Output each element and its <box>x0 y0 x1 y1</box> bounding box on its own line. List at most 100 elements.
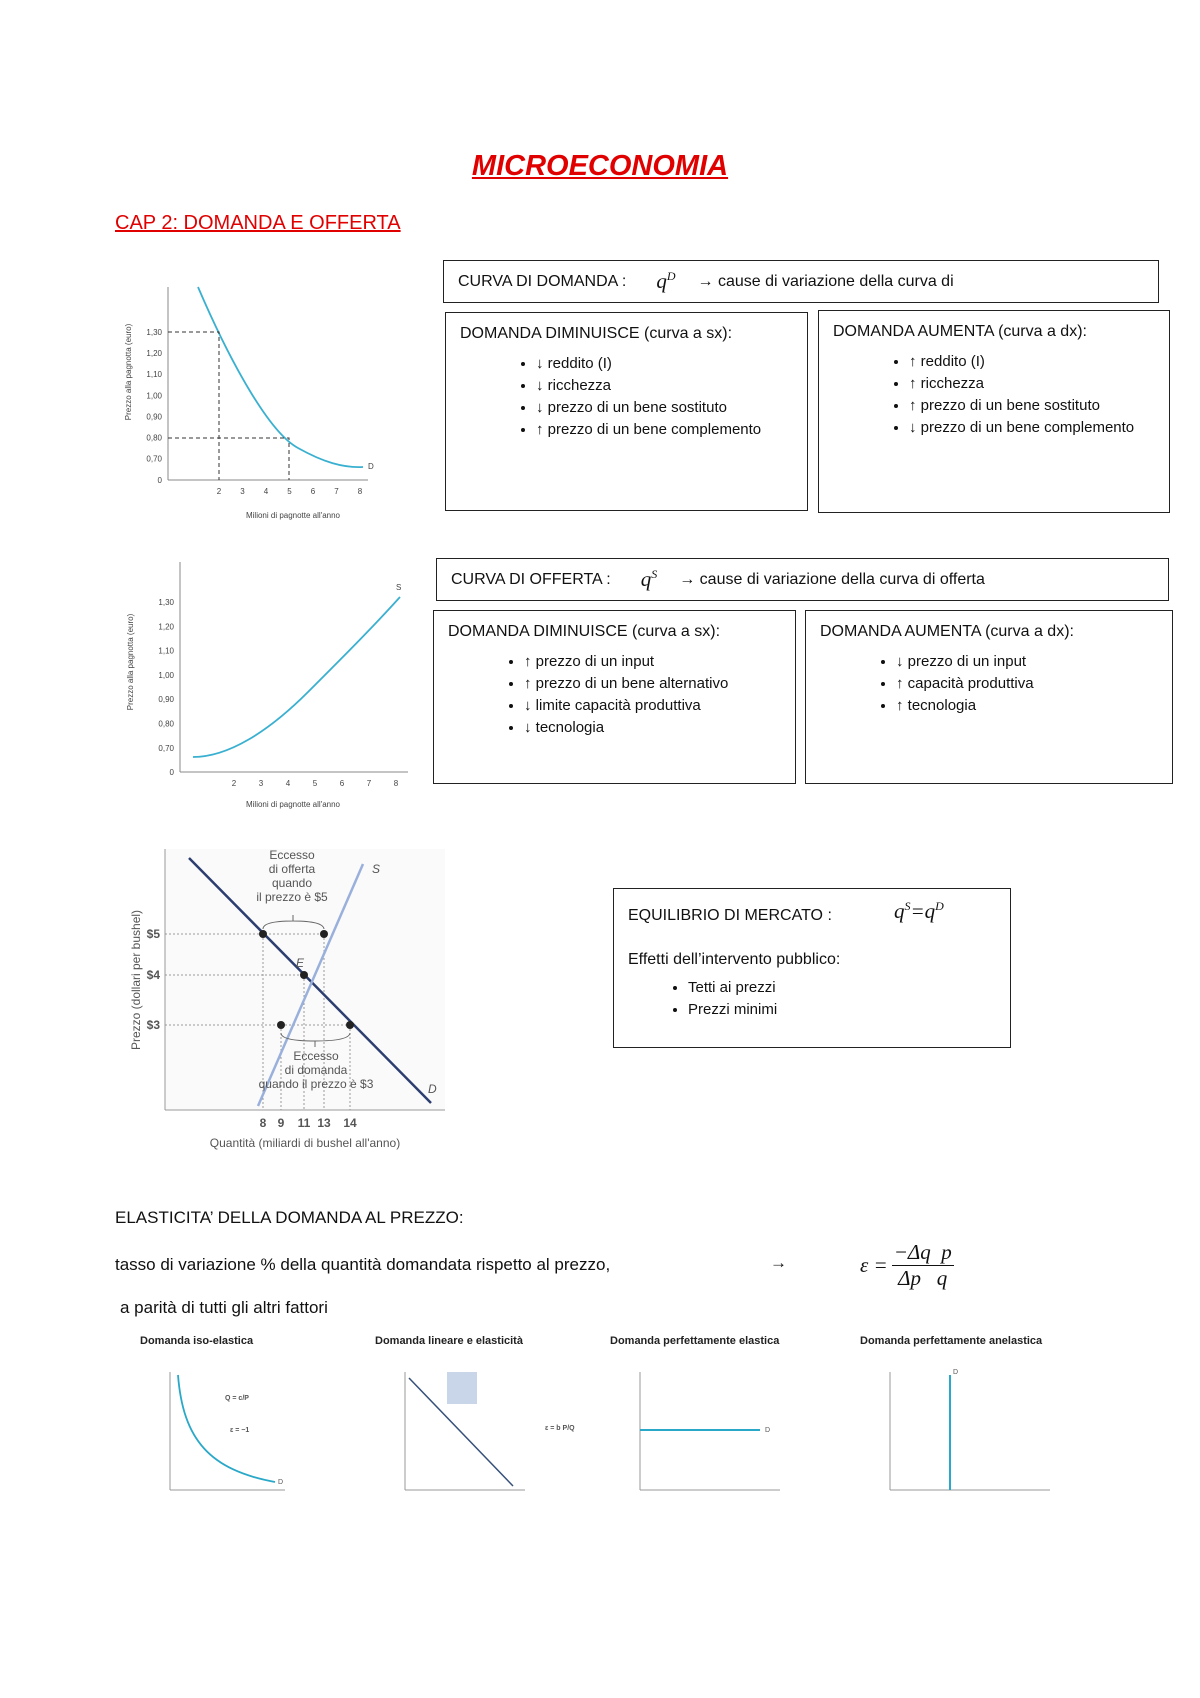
brace <box>262 915 325 930</box>
list: ↑ prezzo di un input ↑ prezzo di un bene … <box>434 653 795 736</box>
x-tick-label: 7 <box>334 487 339 496</box>
x-tick-label: 9 <box>278 1116 285 1130</box>
figure-title: Domanda perfettamente elastica <box>610 1335 780 1347</box>
y-tick-label: $4 <box>147 968 161 982</box>
y-tick-label: 1,20 <box>146 349 162 358</box>
x-axis-label: Milioni di pagnotte all'anno <box>246 800 341 809</box>
supply-label: S <box>372 862 380 876</box>
superscript: S <box>651 567 658 581</box>
curve <box>408 1377 514 1487</box>
small-figures: Domanda iso-elastica Q = c/P ε = −1 D Do… <box>140 1335 1050 1491</box>
x-tick-label: 6 <box>340 779 345 788</box>
y-tick-label: 0,90 <box>158 695 174 704</box>
list: Tetti ai prezzi Prezzi minimi <box>614 979 777 1023</box>
supply-line <box>256 863 365 1107</box>
list-item: ↑ ricchezza <box>909 375 1169 392</box>
y-tick-label: 1,30 <box>146 328 162 337</box>
symbol: q <box>924 899 936 923</box>
x-tick-label: 7 <box>367 779 372 788</box>
point <box>277 1021 285 1029</box>
formula: qS <box>641 567 658 592</box>
y-axis-label: Prezzo alla pagnotta (euro) <box>124 323 133 420</box>
elasticity-heading: ELASTICITA’ DELLA DOMANDA AL PREZZO: <box>115 1208 464 1227</box>
y-tick-label: 1,10 <box>158 647 174 656</box>
list-item: Prezzi minimi <box>688 1001 777 1018</box>
curve-label: D <box>765 1427 770 1434</box>
guide-lines <box>168 331 290 480</box>
arrow-text: → cause di variazione della curva di off… <box>679 570 985 588</box>
point <box>320 930 328 938</box>
iso-elastic-figure: Domanda iso-elastica Q = c/P ε = −1 D <box>140 1335 285 1491</box>
supply-decrease-box: DOMANDA DIMINUISCE (curva a sx): ↑ prezz… <box>433 610 796 784</box>
x-tick-label: 14 <box>343 1116 357 1130</box>
curve-label: D <box>278 1479 283 1486</box>
demand-label: D <box>428 1082 437 1096</box>
annotation: quando <box>272 876 312 890</box>
y-axis-label: Prezzo alla pagnotta (euro) <box>126 613 135 710</box>
list: ↓ prezzo di un input ↑ capacità produttiv… <box>806 653 1172 714</box>
annotation: di domanda <box>285 1063 348 1077</box>
list-item: ↑ prezzo di un bene complemento <box>536 421 807 438</box>
figure-title: Domanda perfettamente anelastica <box>860 1335 1043 1347</box>
x-tick-label: 5 <box>287 487 292 496</box>
subheading: Effetti dell’intervento pubblico: <box>628 951 841 968</box>
elastic-figure: Domanda perfettamente elastica D <box>610 1335 780 1491</box>
x-axis-label: Quantità (miliardi di bushel all'anno) <box>210 1136 400 1150</box>
points <box>259 930 354 1029</box>
list-item: Tetti ai prezzi <box>688 979 777 996</box>
list-item: ↑ prezzo di un bene alternativo <box>524 675 795 692</box>
x-tick-label: 5 <box>313 779 318 788</box>
y-axis-label: Prezzo (dollari per bushel) <box>129 910 143 1050</box>
symbol: q <box>640 567 652 591</box>
inelastic-figure: Domanda perfettamente anelastica D <box>860 1335 1050 1491</box>
list-item: ↓ ricchezza <box>536 377 807 394</box>
list-item: ↓ prezzo di un bene complemento <box>909 419 1169 436</box>
demand-figure: D Prezzo alla pagnotta (euro) Milioni di… <box>124 286 374 520</box>
elasticity-note: a parità di tutti gli altri fattori <box>120 1298 328 1317</box>
demand-curve <box>197 286 364 468</box>
symbol: q <box>656 269 667 293</box>
demand-line <box>188 857 432 1104</box>
x-tick-label: 3 <box>240 487 245 496</box>
list: ↑ reddito (I) ↑ ricchezza ↑ prezzo di un b… <box>819 353 1169 436</box>
point <box>259 930 267 938</box>
supply-header-box: CURVA DI OFFERTA : qS → cause di variazi… <box>436 558 1169 601</box>
y-tick-label: 0,80 <box>146 434 162 443</box>
list-item: ↓ tecnologia <box>524 719 795 736</box>
y-tick-label: 1,10 <box>146 370 162 379</box>
arrow: → <box>770 1253 787 1272</box>
inset <box>447 1372 477 1404</box>
x-tick-label: 3 <box>259 779 264 788</box>
formula: ε = b P/Q <box>545 1425 575 1432</box>
supply-figure: S Prezzo alla pagnotta (euro) Milioni di… <box>126 562 408 809</box>
box-heading: DOMANDA DIMINUISCE (curva a sx): <box>460 325 733 342</box>
elasticity: ε = −1 <box>230 1427 249 1434</box>
x-tick-label: 8 <box>260 1116 267 1130</box>
annotation: Eccesso <box>293 1049 339 1063</box>
curve <box>177 1374 276 1483</box>
formula: Q = c/P <box>225 1395 249 1402</box>
list-item: ↑ tecnologia <box>896 697 1172 714</box>
list-item: ↑ reddito (I) <box>909 353 1169 370</box>
x-tick-label: 11 <box>298 1116 311 1130</box>
x-axis-label: Milioni di pagnotte all'anno <box>246 511 341 520</box>
curve-label: D <box>368 462 374 471</box>
y-tick-label: 1,20 <box>158 622 174 631</box>
fraction: −Δq p Δp q <box>891 1240 954 1291</box>
x-tick-label: 6 <box>311 487 316 496</box>
numerator: −Δq p <box>891 1240 954 1266</box>
demand-decrease-box: DOMANDA DIMINUISCE (curva a sx): ↓ reddi… <box>445 312 808 511</box>
symbol: q <box>894 899 905 923</box>
annotation: il prezzo è $5 <box>256 890 328 904</box>
annotation: Eccesso <box>269 848 315 862</box>
y-tick-label: 0,70 <box>146 455 162 464</box>
box-heading: DOMANDA AUMENTA (curva a dx): <box>820 623 1074 640</box>
demand-increase-box: DOMANDA AUMENTA (curva a dx): ↑ reddito … <box>818 310 1170 513</box>
x-tick-label: 4 <box>286 779 291 788</box>
supply-increase-box: DOMANDA AUMENTA (curva a dx): ↓ prezzo d… <box>805 610 1173 784</box>
annotation: quando il prezzo è $3 <box>259 1077 374 1091</box>
figure-title: Domanda lineare e elasticità <box>375 1335 524 1347</box>
title: MICROECONOMIA <box>471 150 729 182</box>
equilibrium-label: E <box>296 956 305 970</box>
